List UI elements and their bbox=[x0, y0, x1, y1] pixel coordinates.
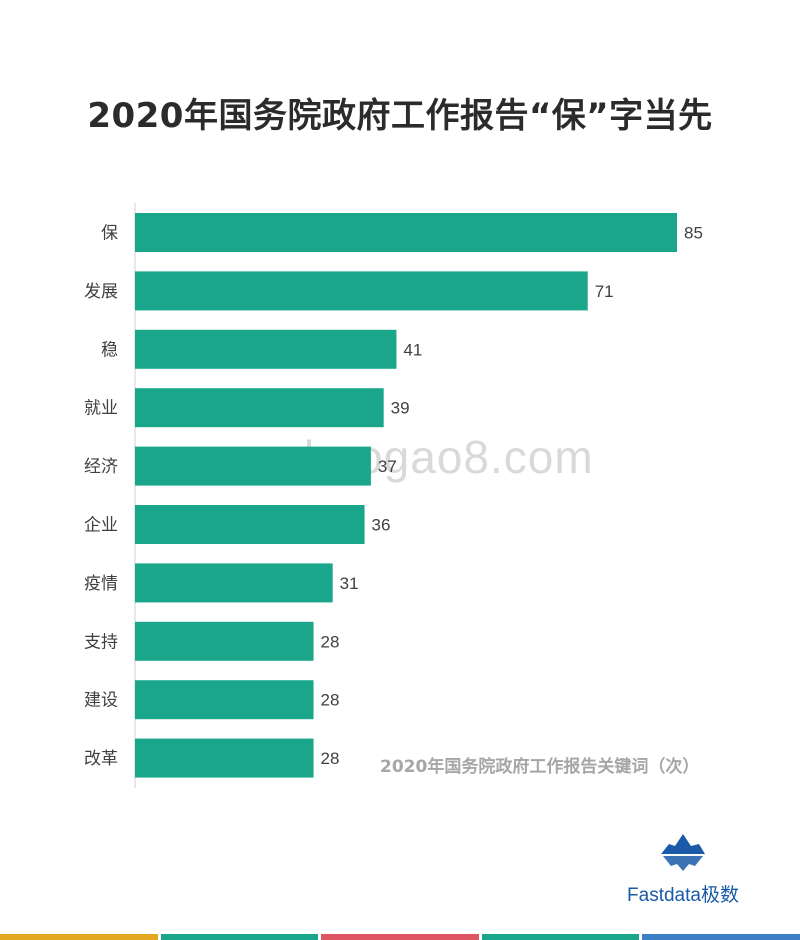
bar-6 bbox=[135, 563, 333, 603]
bar-2 bbox=[135, 329, 397, 369]
category-label: 就业 bbox=[84, 399, 118, 419]
category-label: 建设 bbox=[84, 691, 118, 711]
bar-5 bbox=[135, 505, 365, 544]
iceberg-logo-icon bbox=[661, 834, 705, 871]
logo-text: Fastdata极数 bbox=[627, 885, 739, 906]
bar-9 bbox=[135, 738, 314, 778]
keyword-bar-chart: 保 85 发展 71 稳 41 就业 39 经济 37 企业 36 疫情 31 支持 28 建设 28 改革 28 bbox=[84, 203, 703, 788]
bar-8 bbox=[135, 680, 314, 720]
bar-0 bbox=[135, 213, 677, 252]
category-label: 改革 bbox=[84, 749, 118, 769]
value-label: 28 bbox=[321, 691, 340, 710]
bar-7 bbox=[135, 621, 314, 661]
page-title: 2020年国务院政府工作报告“保”字当先 bbox=[87, 96, 713, 136]
category-label: 发展 bbox=[84, 282, 118, 302]
value-label: 71 bbox=[595, 282, 614, 301]
chart-subtitle: 2020年国务院政府工作报告关键词（次） bbox=[380, 757, 700, 777]
bar-4 bbox=[135, 446, 371, 486]
footer-segment-0 bbox=[0, 934, 158, 940]
fastdata-logo: Fastdata极数 bbox=[618, 832, 748, 907]
category-label: 支持 bbox=[84, 632, 118, 652]
footer-segment-4 bbox=[642, 934, 800, 940]
bar-1 bbox=[135, 271, 588, 311]
category-label: 保 bbox=[101, 224, 118, 244]
footer-segment-2 bbox=[321, 934, 479, 940]
value-label: 28 bbox=[321, 749, 340, 768]
footer-segment-1 bbox=[160, 934, 319, 940]
footer-color-strip bbox=[0, 934, 800, 940]
value-label: 37 bbox=[378, 457, 397, 476]
value-label: 36 bbox=[372, 516, 391, 535]
value-label: 39 bbox=[391, 399, 410, 418]
category-label: 稳 bbox=[101, 340, 118, 360]
footer-segment-3 bbox=[481, 934, 640, 940]
category-label: 疫情 bbox=[84, 574, 118, 594]
value-label: 85 bbox=[684, 224, 703, 243]
value-label: 28 bbox=[321, 632, 340, 651]
category-label: 经济 bbox=[84, 457, 118, 477]
value-label: 41 bbox=[403, 340, 422, 359]
bar-3 bbox=[135, 388, 384, 428]
value-label: 31 bbox=[340, 574, 359, 593]
category-label: 企业 bbox=[84, 516, 118, 536]
